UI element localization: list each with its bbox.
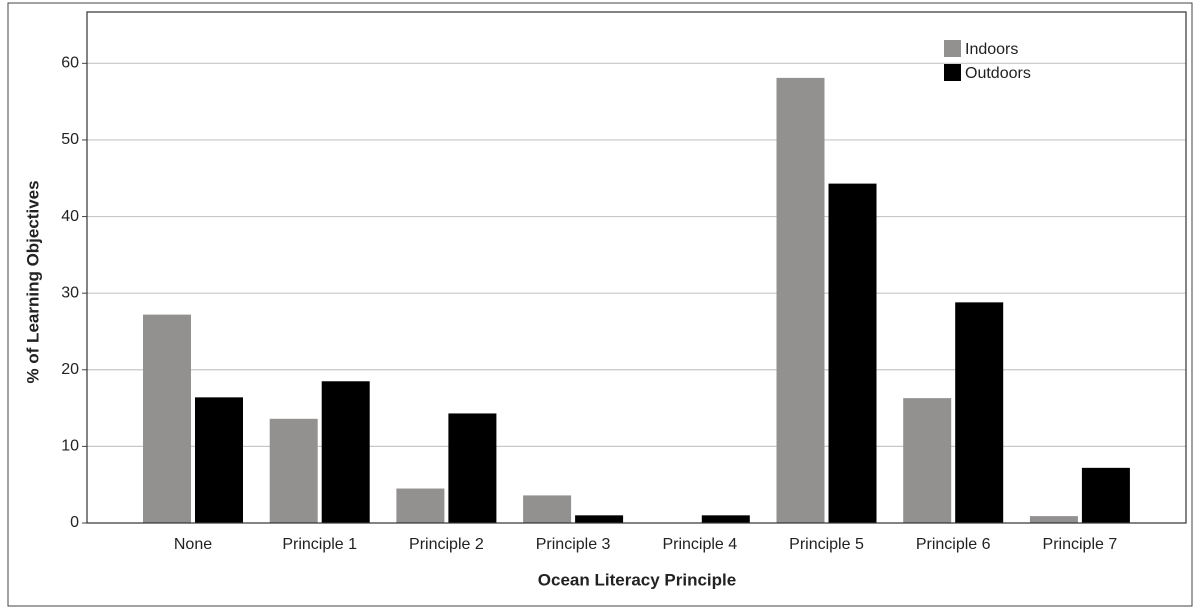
bar xyxy=(1029,516,1078,523)
x-tick-label: None xyxy=(174,536,212,553)
bar xyxy=(269,418,318,523)
bar xyxy=(701,515,750,523)
figure-frame xyxy=(7,2,1193,607)
legend-swatch xyxy=(944,40,961,57)
bar xyxy=(143,314,191,523)
x-tick-label: Principle 1 xyxy=(282,536,357,553)
y-axis-title: % of Learning Objectives xyxy=(23,180,42,383)
x-tick-label: Principle 7 xyxy=(1043,536,1118,553)
bar xyxy=(903,398,952,523)
x-tick-label: Principle 2 xyxy=(409,536,484,553)
bar xyxy=(448,413,497,523)
y-tick-label: 60 xyxy=(61,55,79,72)
y-tick-label: 40 xyxy=(61,208,79,225)
bar xyxy=(776,77,825,524)
bar xyxy=(195,397,243,523)
x-tick-label: Principle 3 xyxy=(536,536,611,553)
y-tick-label: 10 xyxy=(61,438,79,455)
x-tick-label: Principle 5 xyxy=(789,536,864,553)
x-axis-title: Ocean Literacy Principle xyxy=(538,570,736,589)
bar xyxy=(396,488,445,523)
bar xyxy=(321,381,370,523)
legend-label: Indoors xyxy=(965,41,1018,58)
bar xyxy=(1081,467,1130,523)
bar xyxy=(828,183,877,523)
plot-frame xyxy=(86,11,1187,524)
y-tick-label: 50 xyxy=(61,131,79,148)
y-tick-label: 20 xyxy=(61,361,79,378)
y-tick-label: 30 xyxy=(61,284,79,301)
bar xyxy=(955,302,1004,523)
x-tick-label: Principle 6 xyxy=(916,536,991,553)
legend-swatch xyxy=(944,64,961,81)
y-tick-label: 0 xyxy=(70,514,79,531)
bar xyxy=(523,495,572,523)
bar xyxy=(575,515,624,523)
legend-label: Outdoors xyxy=(965,65,1031,82)
x-tick-label: Principle 4 xyxy=(662,536,737,553)
